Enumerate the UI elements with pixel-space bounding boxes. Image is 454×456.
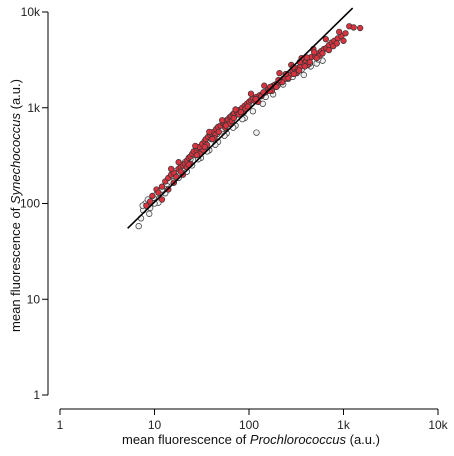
x-axis-title-italic: Prochlorococcus [250, 432, 347, 447]
y-tick-label: 10 [27, 292, 41, 306]
red-data-point [232, 106, 239, 113]
red-data-point [340, 37, 347, 44]
red-data-point [290, 70, 298, 78]
x-axis-title: mean fluorescence of Prochlorococcus (a.… [122, 432, 380, 447]
red-data-point [230, 114, 237, 122]
red-data-point [306, 58, 313, 66]
red-data-point [222, 122, 230, 129]
red-data-point [244, 103, 251, 110]
red-data-point [261, 82, 268, 89]
red-data-point [158, 183, 166, 190]
red-data-point [313, 54, 320, 62]
red-data-point [201, 143, 208, 151]
red-data-point [206, 128, 213, 136]
red-data-point [350, 24, 357, 31]
red-data-point [185, 161, 192, 168]
y-tick-label: 1k [27, 101, 41, 115]
red-data-point [276, 69, 283, 77]
red-data-point [356, 24, 364, 32]
red-data-point [311, 49, 318, 56]
y-ticks: 1 10 100 1k 10k [20, 5, 48, 402]
red-data-point [237, 108, 245, 116]
x-axis-title-prefix: mean fluorescence of [122, 432, 250, 447]
red-data-point [167, 165, 175, 173]
x-tick-label: 10 [148, 418, 162, 432]
red-data-point [155, 189, 162, 196]
red-data-point [296, 67, 303, 74]
red-data-point [175, 159, 182, 166]
y-tick-label: 10k [21, 5, 41, 19]
y-tick-label: 100 [20, 197, 40, 211]
red-data-point [193, 151, 200, 159]
red-data-point [192, 142, 199, 150]
red-data-point [325, 46, 333, 54]
red-data-point [301, 63, 309, 70]
white-data-point [146, 210, 153, 217]
axes: 1 10 100 1k 10k 1 10 100 1k 10k [20, 5, 449, 432]
white-data-point [249, 108, 257, 115]
y-tick-label: 1 [33, 388, 40, 402]
x-tick-label: 1k [337, 418, 351, 432]
red-data-point [219, 117, 226, 124]
white-data-point [135, 222, 142, 230]
red-data-point [290, 64, 297, 71]
red-data-point [273, 83, 280, 91]
y-axis-title-suffix: (a.u.) [8, 79, 23, 113]
x-tick-label: 1 [57, 418, 64, 432]
red-data-point [173, 173, 180, 180]
x-axis-title-suffix: (a.u.) [346, 432, 380, 447]
y-axis-title-italic: Synechococcus [8, 113, 23, 205]
red-data-point [342, 30, 349, 37]
red-data-point [149, 192, 156, 200]
red-data-point [158, 196, 166, 203]
red-data-point [143, 202, 150, 209]
white-data-point [300, 71, 307, 79]
red-data-point [333, 40, 340, 47]
red-data-point [147, 198, 154, 205]
data-points [135, 23, 364, 230]
red-data-point [215, 128, 223, 136]
red-data-point [336, 28, 343, 36]
x-tick-label: 10k [428, 418, 448, 432]
y-axis-title-prefix: mean fluorescence of [8, 204, 23, 332]
red-data-point [319, 50, 326, 57]
red-data-point [303, 54, 311, 61]
red-data-point [247, 90, 255, 97]
red-data-point [209, 135, 216, 143]
red-data-point [177, 168, 184, 175]
x-ticks: 1 10 100 1k 10k [57, 409, 449, 432]
white-data-point [253, 129, 260, 136]
y-axis-title: mean fluorescence of Synechococcus (a.u.… [8, 79, 23, 332]
red-data-point [322, 36, 329, 43]
x-tick-label: 100 [239, 418, 259, 432]
fit-line [127, 7, 354, 229]
